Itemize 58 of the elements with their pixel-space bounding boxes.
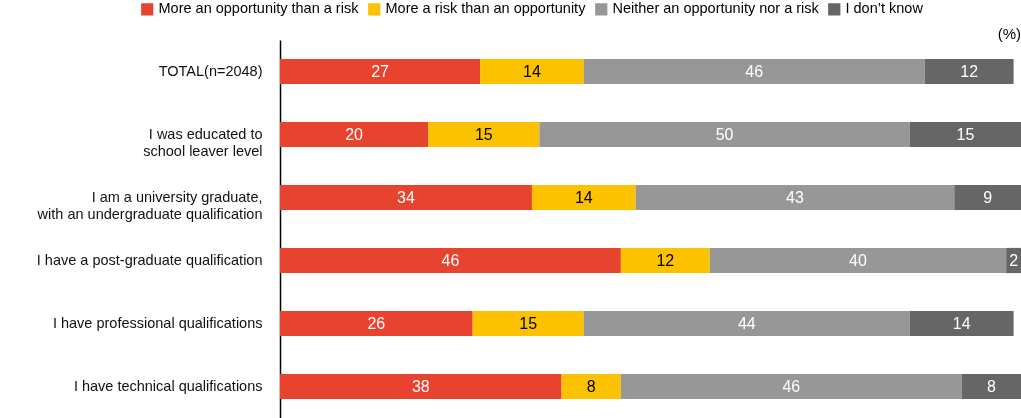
bar [909,121,1021,148]
data-label: 46 [441,251,460,269]
bar [280,310,473,337]
y-tick-label: TOTAL(n=2048) [158,62,263,79]
y-tick-label: I was educated to school leaver level [143,125,263,159]
data-label: 43 [786,188,804,206]
legend-label: More an opportunity than a risk [158,0,360,17]
data-label: 15 [474,125,493,143]
data-label: 27 [371,62,390,80]
data-label: 44 [737,314,756,332]
data-label: 14 [574,188,593,206]
data-label: 8 [586,377,596,395]
y-tick-label: I have professional qualifications [52,314,263,331]
data-label: 14 [523,62,541,80]
data-label: 46 [745,62,764,80]
data-label: 12 [960,62,979,80]
bar [561,373,621,400]
legend-label: More a risk than an opportunity [385,0,587,17]
bar [280,247,621,274]
bar [583,58,925,85]
bar [954,184,1021,211]
data-label: 46 [782,377,801,395]
bar [280,373,562,400]
bar [620,373,962,400]
data-label: 38 [411,377,430,395]
bar [583,310,910,337]
bar [480,58,584,85]
bar [709,247,1007,274]
bar [620,247,710,274]
bar [961,373,1021,400]
bar [635,184,955,211]
data-label: 50 [715,125,734,143]
y-tick-label: I have a post-graduate qualification [36,251,263,268]
bar [472,310,584,337]
bar [924,58,1014,85]
data-label: 26 [367,314,386,332]
legend-label: Neither an opportunity nor a risk [612,0,820,17]
legend-label: I don’t know [845,0,924,17]
data-label: 12 [656,251,675,269]
bar [280,184,532,211]
y-tick-label: I have technical qualifications [73,377,263,394]
bar [909,310,1014,337]
bar [531,184,636,211]
bar [280,58,481,85]
bar [539,121,910,148]
data-label: 20 [345,125,364,143]
data-label: 8 [986,377,996,395]
bar [428,121,540,148]
data-label: 40 [849,251,867,269]
data-label: 15 [519,314,538,332]
data-label: 9 [983,188,993,206]
data-label: 15 [956,125,975,143]
data-label: 2 [1009,251,1019,269]
data-label: 14 [952,314,971,332]
annotation: (%) [997,25,1021,42]
bar [280,121,429,148]
y-tick-label: I am a university graduate, with an undergraduate qualification [36,188,263,222]
data-label: 34 [397,188,415,206]
